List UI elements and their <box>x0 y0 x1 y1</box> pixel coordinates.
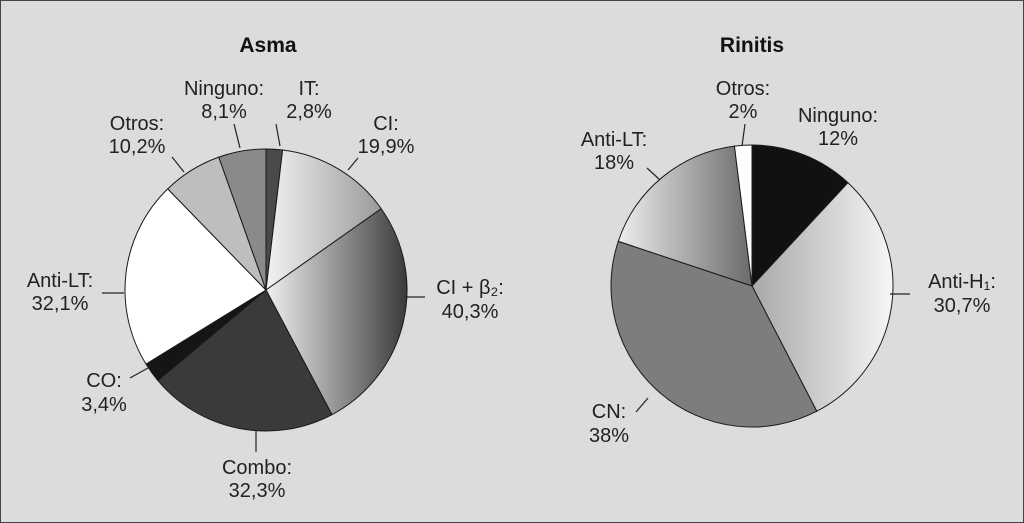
asma-label-antilt: Anti-LT: 32,1% <box>27 270 93 315</box>
leader-line-asma-co <box>129 367 149 379</box>
leader-line-asma-ci <box>347 157 359 171</box>
rinitis-label-cn-name: CN: <box>592 401 626 423</box>
asma-title: Asma <box>239 34 297 57</box>
leader-line-asma-otros <box>171 156 185 173</box>
asma-pie <box>124 148 408 432</box>
asma-label-combo-name: Combo: <box>222 457 292 479</box>
asma-slice-combo <box>157 289 333 432</box>
rinitis-label-antih1-value: 30,7% <box>934 295 991 317</box>
rinitis-label-ninguno-name: Ninguno: <box>798 105 878 127</box>
rinitis-slice-ninguno <box>751 144 849 288</box>
asma-label-antilt-name: Anti-LT: <box>27 270 93 292</box>
asma-label-ninguno-name: Ninguno: <box>184 78 264 100</box>
rinitis-label-antilt: Anti-LT: 18% <box>581 129 647 174</box>
asma-label-ninguno: Ninguno: 8,1% <box>184 78 264 123</box>
rinitis-title: Rinitis <box>720 34 784 57</box>
asma-label-cib2-value: 40,3% <box>442 301 499 323</box>
asma-label-combo-value: 32,3% <box>229 480 286 502</box>
asma-label-ci-value: 19,9% <box>358 136 415 158</box>
asma-label-co-value: 3,4% <box>81 394 127 416</box>
asma-label-it-value: 2,8% <box>286 101 332 123</box>
asma-label-antilt-value: 32,1% <box>32 293 89 315</box>
rinitis-label-antih1: Anti-H₁: 30,7% <box>928 271 996 317</box>
asma-label-combo: Combo: 32,3% <box>222 457 292 502</box>
leader-line-rinitis-antilt <box>646 167 661 181</box>
rinitis-slice-cn <box>610 240 818 428</box>
rinitis-label-otros: Otros: 2% <box>716 78 770 123</box>
rinitis-slice-anti-lt <box>617 145 753 287</box>
rinitis-label-otros-name: Otros: <box>716 78 770 100</box>
rinitis-label-ninguno-value: 12% <box>818 128 858 150</box>
rinitis-pie <box>610 144 894 428</box>
asma-slice-ci <box>265 208 408 416</box>
leader-line-rinitis-otros <box>741 123 746 147</box>
asma-label-co: CO: 3,4% <box>81 370 127 416</box>
asma-slice-ninguno <box>218 148 267 291</box>
asma-label-cib2-name: CI + β₂: <box>436 277 504 299</box>
asma-label-ci: CI: 19,9% <box>358 113 415 158</box>
rinitis-label-otros-value: 2% <box>729 101 758 123</box>
leader-line-asma-it <box>275 123 281 147</box>
rinitis-label-ninguno: Ninguno: 12% <box>798 105 878 150</box>
rinitis-slice-otros <box>733 144 753 287</box>
leader-line-rinitis-cn <box>635 397 649 413</box>
asma-label-otros-name: Otros: <box>110 113 164 135</box>
rinitis-label-antilt-name: Anti-LT: <box>581 129 647 151</box>
asma-label-otros: Otros: 10,2% <box>109 113 166 158</box>
asma-label-cib2: CI + β₂: 40,3% <box>436 277 504 323</box>
asma-label-otros-value: 10,2% <box>109 136 166 158</box>
rinitis-label-cn: CN: 38% <box>589 401 629 447</box>
asma-label-ninguno-value: 8,1% <box>201 101 247 123</box>
asma-slice-ci <box>265 149 382 292</box>
asma-label-co-name: CO: <box>86 370 122 392</box>
rinitis-label-antilt-value: 18% <box>594 152 634 174</box>
asma-label-it: IT: 2,8% <box>286 78 332 123</box>
rinitis-label-antih1-name: Anti-H₁: <box>928 271 996 293</box>
asma-label-ci-name: CI: <box>373 113 399 135</box>
leader-lines <box>102 123 910 452</box>
rinitis-label-cn-value: 38% <box>589 425 629 447</box>
asma-label-it-name: IT: <box>298 78 319 100</box>
asma-slice-anti-lt <box>124 188 267 365</box>
leader-line-asma-ninguno <box>233 123 241 149</box>
